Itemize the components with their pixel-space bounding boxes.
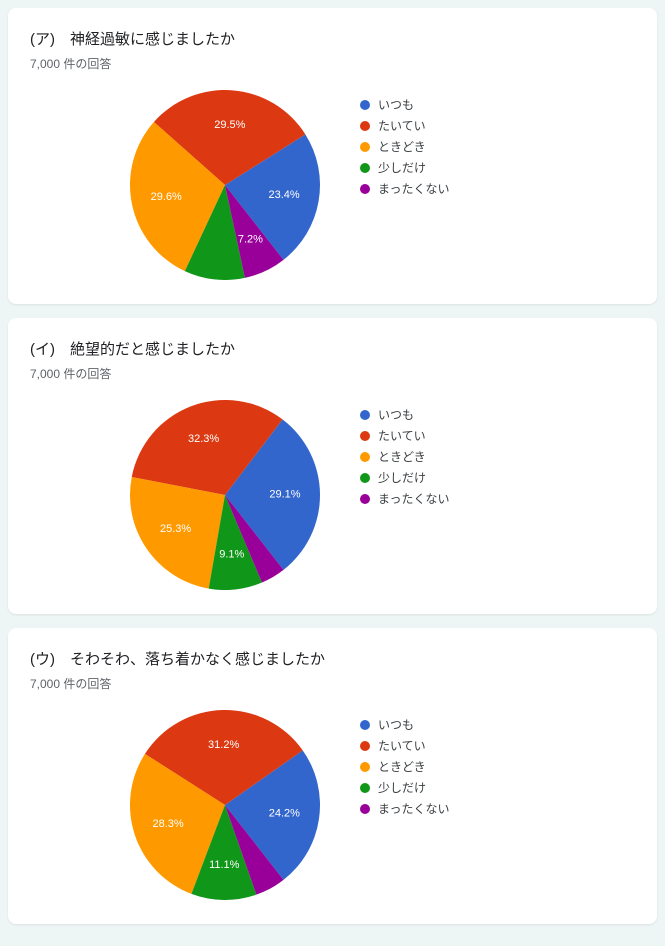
legend-label: いつも: [378, 406, 414, 423]
chart-row: 23.4% 29.5% 29.6% 7.2% いつもたいていときどき少しだけまったくない: [30, 90, 635, 280]
legend-dot: [360, 741, 370, 751]
legend-label: まったくない: [378, 180, 450, 197]
legend-label: いつも: [378, 96, 414, 113]
slice-label: 24.2%: [269, 808, 300, 820]
pie-wrap: 24.2% 31.2% 28.3% 11.1%: [130, 710, 320, 900]
legend-label: まったくない: [378, 490, 450, 507]
legend-label: たいてい: [378, 117, 426, 134]
pie-wrap: 23.4% 29.5% 29.6% 7.2%: [130, 90, 320, 280]
pie-chart: 24.2% 31.2% 28.3% 11.1%: [130, 710, 320, 900]
legend-label: 少しだけ: [378, 159, 426, 176]
legend-label: たいてい: [378, 427, 426, 444]
response-suffix: 件の回答: [60, 367, 111, 381]
chart-card: (ア) 神経過敏に感じましたか 7,000 件の回答 23.4% 29.5% 29.6%…: [8, 8, 657, 304]
slice-label: 32.3%: [188, 433, 219, 445]
chart-card: (ウ) そわそわ、落ち着かなく感じましたか 7,000 件の回答 24.2% 31.2…: [8, 628, 657, 924]
legend-dot: [360, 410, 370, 420]
legend-dot: [360, 473, 370, 483]
legend-label: まったくない: [378, 800, 450, 817]
legend-dot: [360, 431, 370, 441]
chart-row: 29.1% 32.3% 25.3% 9.1% いつもたいていときどき少しだけまったくない: [30, 400, 635, 590]
slice-label: 23.4%: [269, 189, 300, 201]
legend-dot: [360, 762, 370, 772]
pie-chart: 29.1% 32.3% 25.3% 9.1%: [130, 400, 320, 590]
legend-label: いつも: [378, 716, 414, 733]
chart-card: (イ) 絶望的だと感じましたか 7,000 件の回答 29.1% 32.3% 25.3%…: [8, 318, 657, 614]
legend-dot: [360, 184, 370, 194]
legend-item: まったくない: [360, 490, 450, 507]
legend-dot: [360, 100, 370, 110]
slice-label: 7.2%: [238, 233, 263, 245]
slice-label: 29.6%: [151, 191, 182, 203]
legend-item: ときどき: [360, 758, 450, 775]
slice-label: 9.1%: [219, 549, 244, 561]
response-number: 7,000: [30, 677, 60, 691]
slice-label: 29.1%: [269, 489, 300, 501]
legend: いつもたいていときどき少しだけまったくない: [360, 716, 450, 821]
legend-item: たいてい: [360, 737, 450, 754]
legend-item: まったくない: [360, 180, 450, 197]
legend-item: ときどき: [360, 138, 450, 155]
response-count: 7,000 件の回答: [30, 365, 635, 382]
legend-label: ときどき: [378, 138, 426, 155]
legend-item: 少しだけ: [360, 779, 450, 796]
legend-item: いつも: [360, 406, 450, 423]
legend: いつもたいていときどき少しだけまったくない: [360, 96, 450, 201]
legend-item: いつも: [360, 716, 450, 733]
legend-item: ときどき: [360, 448, 450, 465]
slice-label: 28.3%: [152, 818, 183, 830]
legend-dot: [360, 804, 370, 814]
response-count: 7,000 件の回答: [30, 675, 635, 692]
slice-label: 25.3%: [160, 523, 191, 535]
legend-item: たいてい: [360, 427, 450, 444]
response-number: 7,000: [30, 57, 60, 71]
legend-label: たいてい: [378, 737, 426, 754]
legend-dot: [360, 142, 370, 152]
pie-wrap: 29.1% 32.3% 25.3% 9.1%: [130, 400, 320, 590]
legend-dot: [360, 121, 370, 131]
chart-row: 24.2% 31.2% 28.3% 11.1% いつもたいていときどき少しだけまったくな…: [30, 710, 635, 900]
legend-dot: [360, 494, 370, 504]
response-count: 7,000 件の回答: [30, 55, 635, 72]
response-suffix: 件の回答: [60, 677, 111, 691]
response-number: 7,000: [30, 367, 60, 381]
question-title: (ウ) そわそわ、落ち着かなく感じましたか: [30, 648, 635, 669]
legend-dot: [360, 783, 370, 793]
legend-item: 少しだけ: [360, 159, 450, 176]
legend-item: 少しだけ: [360, 469, 450, 486]
legend-item: たいてい: [360, 117, 450, 134]
legend: いつもたいていときどき少しだけまったくない: [360, 406, 450, 511]
question-title: (ア) 神経過敏に感じましたか: [30, 28, 635, 49]
legend-label: 少しだけ: [378, 779, 426, 796]
legend-label: 少しだけ: [378, 469, 426, 486]
slice-label: 29.5%: [214, 119, 245, 131]
slice-label: 31.2%: [208, 739, 239, 751]
legend-item: まったくない: [360, 800, 450, 817]
legend-dot: [360, 720, 370, 730]
slice-label: 11.1%: [209, 859, 240, 871]
pie-chart: 23.4% 29.5% 29.6% 7.2%: [130, 90, 320, 280]
legend-label: ときどき: [378, 448, 426, 465]
legend-dot: [360, 163, 370, 173]
legend-label: ときどき: [378, 758, 426, 775]
legend-item: いつも: [360, 96, 450, 113]
response-suffix: 件の回答: [60, 57, 111, 71]
legend-dot: [360, 452, 370, 462]
question-title: (イ) 絶望的だと感じましたか: [30, 338, 635, 359]
